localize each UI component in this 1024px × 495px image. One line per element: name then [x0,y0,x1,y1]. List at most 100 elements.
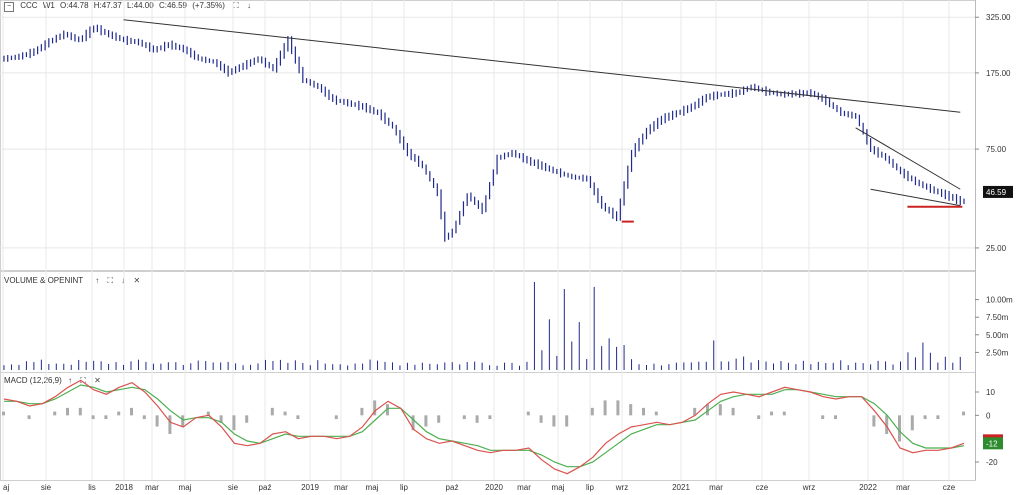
macd-histogram-bar [962,411,965,416]
macd-histogram-bar [104,415,108,420]
x-tick-label: wrz [802,483,815,492]
panel-frame [0,271,976,373]
macd-histogram-bar [539,415,543,423]
arrow-up-icon[interactable]: ↑ [95,276,100,285]
expand-icon[interactable]: ⛶ [233,1,239,10]
open-value: O:44.78 [60,1,89,10]
macd-histogram-bar [270,407,274,416]
x-tick-label: maj [179,483,192,492]
macd-histogram-bar [91,415,95,420]
x-tick-label: lip [586,483,595,492]
x-tick-label: sie [228,483,239,492]
x-tick-label: paź [446,483,459,492]
macd-value-badge [983,436,1003,450]
x-tick-label: maj [366,483,379,492]
x-tick-label: aj [3,483,9,492]
macd-histogram-bar [462,415,466,420]
x-tick-label: mar [517,483,531,492]
last-price-label: 46.59 [986,188,1007,197]
macd-histogram-bar [245,415,249,423]
x-tick-label: sie [41,483,52,492]
close-icon[interactable]: ✕ [94,376,101,385]
trendline-wedge-top [855,127,961,190]
high-value: H:47.37 [93,1,122,10]
volume-panel-title: VOLUME & OPENINT [4,276,83,285]
grid [0,0,976,481]
y-tick-label: 325.00 [986,13,1011,22]
close-value: C:46.59 [158,1,187,10]
y-tick-label: 175.00 [986,69,1011,78]
y-tick-label: -20 [986,458,998,467]
macd-histogram-bar [488,415,492,420]
macd-histogram-bar [475,415,479,423]
axes: aj sie lis 2018 mar maj sie paź 2019 mar maj lip paź… [3,13,1013,492]
macd-histogram-bar [66,407,69,416]
arrow-up-icon[interactable]: ↑ [68,376,73,385]
collapse-icon[interactable]: − [4,2,14,12]
macd-histogram-bar [155,415,159,427]
x-tick-label: mar [709,483,723,492]
macd-histogram-bar [872,415,876,427]
x-tick-label: lip [400,483,409,492]
macd-histogram-bar [53,411,57,416]
interval: W1 [42,1,55,10]
expand-icon[interactable]: ⛶ [107,276,114,285]
x-tick-label: mar [334,483,348,492]
macd-histogram-bar [898,415,901,442]
macd-histogram-bar [642,407,645,416]
close-icon[interactable]: ✕ [133,276,141,285]
macd-histogram-bar [526,411,530,416]
macd-histogram-bar [923,415,927,420]
price-header: − CCC W1 O:44.78 H:47.37 L:44.00 C:46.59… [4,1,251,12]
x-tick-label: wrz [615,483,628,492]
macd-histogram-bar [142,415,146,420]
macd-histogram-bar [706,404,709,416]
macd-histogram-bar [130,407,133,416]
macd-histogram-bar [603,400,607,416]
symbol: CCC [20,1,38,10]
y-tick-label: 2.50m [986,348,1009,357]
macd-histogram-bar [616,400,620,416]
macd-histogram-bar [2,411,5,416]
macd-panel [2,379,965,475]
macd-histogram-bar [885,415,889,434]
macd-histogram-bar [437,415,441,423]
arrow-down-icon[interactable]: ↓ [121,276,126,285]
y-tick-label: 75.00 [986,145,1007,154]
macd-histogram-bar [718,404,722,416]
macd-histogram-bar [296,415,300,420]
macd-histogram-bar [27,415,31,420]
y-tick-label: 25.00 [986,244,1007,253]
macd-histogram-bar [168,415,172,434]
x-tick-label: 2018 [115,483,133,492]
macd-last-value: -12 [986,439,998,448]
x-tick-label: paź [259,483,272,492]
x-tick-label: lis [88,483,96,492]
x-tick-label: maj [552,483,565,492]
macd-histogram-bar [936,415,940,420]
arrow-down-icon[interactable]: ↓ [246,1,251,10]
macd-signal-badge [983,434,1003,438]
macd-histogram-bar [629,404,633,416]
x-tick-label: mar [896,483,910,492]
x-tick-label: mar [145,483,159,492]
last-price-badge [983,185,1013,198]
x-tick-label: 2022 [859,483,877,492]
macd-histogram-bar [565,415,569,427]
macd-histogram-bar [386,404,389,416]
signal-line [4,384,965,468]
macd-histogram-bar [283,411,287,416]
macd-histogram-bar [206,411,210,416]
change-value: (+7.35%) [192,1,225,10]
y-tick-label: 10.00m [986,296,1013,305]
macd-histogram-bar [770,411,773,416]
y-tick-label: 10 [986,388,995,397]
macd-histogram-bar [731,407,735,416]
x-tick-label: cze [943,483,956,492]
macd-histogram-bar [757,415,761,420]
volume-panel [3,282,961,370]
expand-icon[interactable]: ⛶ [80,376,86,385]
macd-histogram-bar [834,415,837,420]
macd-histogram-bar [821,415,825,420]
